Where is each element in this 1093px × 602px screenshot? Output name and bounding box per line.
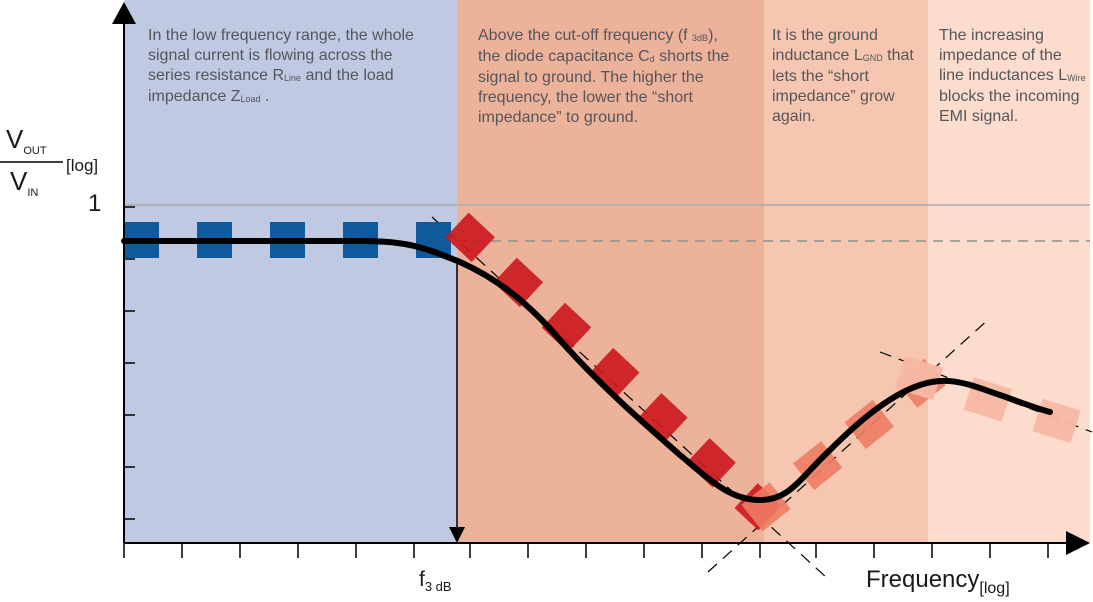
x-axis-ticks <box>123 543 1049 558</box>
note-capacitance: Above the cut-off frequency (f 3dB), the… <box>478 27 730 126</box>
x-axis-arrowhead <box>1066 531 1090 555</box>
region-wire-inductance <box>928 0 1090 543</box>
note-ground-inductance: It is the ground inductance LGND that le… <box>772 27 914 125</box>
y-label-numerator: VOUT <box>6 124 47 158</box>
y-axis-ticks <box>124 206 135 520</box>
frequency-response-curve <box>121 238 1053 503</box>
red-asymptote-segment <box>445 212 782 531</box>
f3db-label: f3 dB <box>419 568 452 595</box>
asymptote-ground-inductive <box>707 317 991 573</box>
note-wire-inductance: The increasing impedance of the line ind… <box>939 27 1086 125</box>
x-axis-label: Frequency[log] <box>866 566 1010 597</box>
region-ground-inductance <box>764 0 928 543</box>
y-label-denominator: VIN <box>10 166 39 200</box>
region-low-frequency <box>124 0 457 543</box>
note-low-frequency: In the low frequency range, the whole si… <box>148 27 414 105</box>
y-tick-one-label: 1 <box>88 190 102 217</box>
y-label-log-suffix: [log] <box>66 156 99 175</box>
f3db-arrowhead <box>449 527 465 543</box>
y-axis-arrowhead <box>112 2 136 24</box>
